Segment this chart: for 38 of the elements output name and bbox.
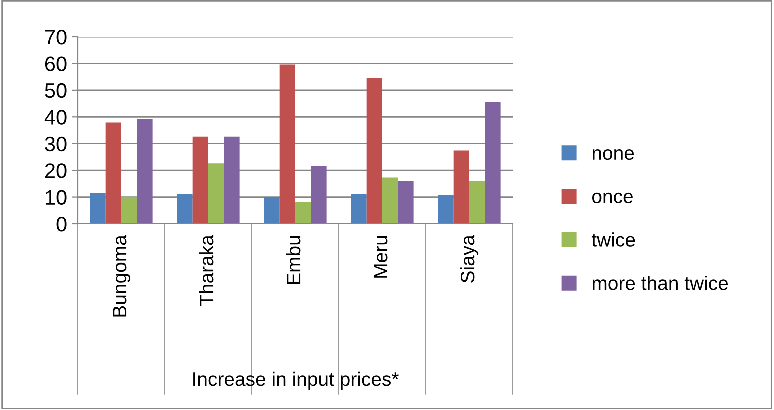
x-tick-label: Bungoma: [113, 235, 131, 317]
bar: [122, 197, 138, 224]
x-axis-title: Increase in input prices*: [194, 372, 399, 390]
bar: [398, 182, 414, 224]
bar: [311, 166, 327, 224]
bar: [106, 122, 122, 224]
bar: [177, 194, 193, 224]
x-tick-label: Meru: [374, 236, 388, 278]
legend-label: once: [592, 192, 633, 204]
y-tick-label: 70: [45, 30, 67, 45]
bar: [485, 102, 501, 224]
y-tick-label: 30: [45, 136, 67, 152]
bar: [192, 136, 208, 224]
x-tick-label: Tharaka: [199, 235, 214, 306]
y-tick-label: 60: [45, 56, 67, 72]
legend-label: none: [592, 149, 634, 160]
bar: [264, 197, 280, 224]
bar: [366, 78, 382, 224]
bar: [280, 64, 296, 224]
bar: [224, 136, 240, 224]
y-tick-label: 50: [45, 83, 67, 98]
y-tick-label: 20: [45, 164, 67, 178]
bar: [438, 195, 454, 224]
bar: [296, 202, 312, 224]
bar: [351, 194, 367, 224]
y-tick-label: 0: [56, 217, 67, 232]
y-tick-label: 40: [44, 110, 67, 125]
bar: [137, 119, 153, 224]
bar: [470, 182, 486, 224]
bar: [90, 193, 106, 224]
legend-label: more than twice: [592, 276, 728, 290]
legend-label: twice: [592, 232, 636, 247]
x-tick-label: Siaya: [460, 235, 479, 283]
bar: [454, 150, 470, 224]
y-tick-label: 10: [46, 190, 67, 206]
bar: [382, 178, 398, 224]
x-tick-label: Embu: [286, 236, 301, 284]
bar: [208, 164, 224, 224]
